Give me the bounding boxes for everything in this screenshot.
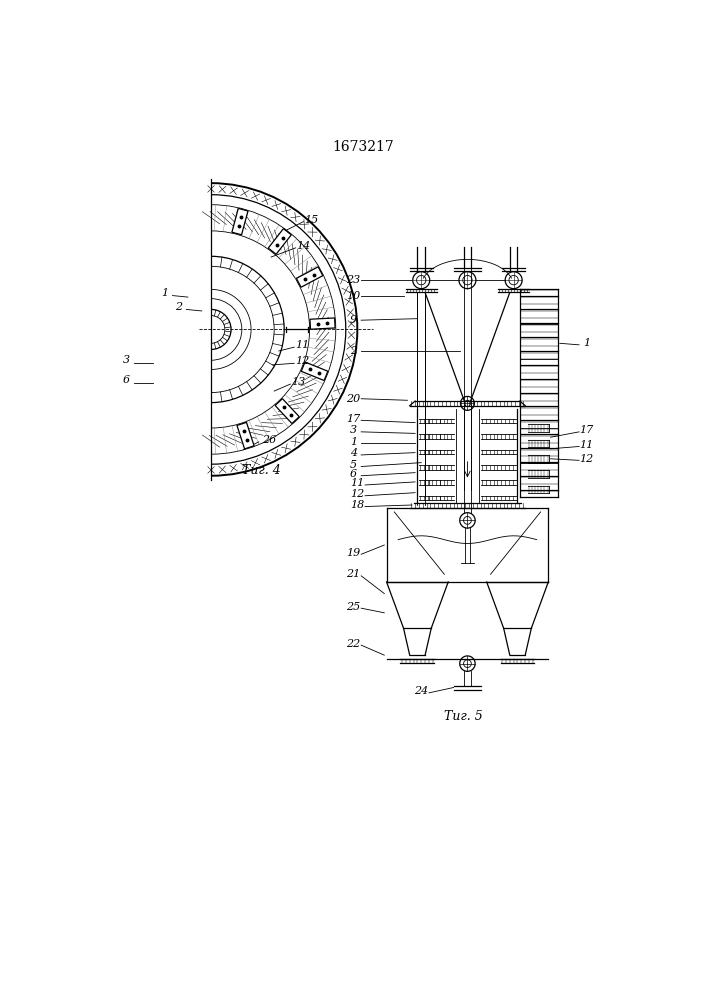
Text: 3: 3 [350,425,357,435]
Text: 20: 20 [346,394,361,404]
Polygon shape [237,422,254,449]
Text: 1: 1 [583,338,590,348]
Text: 12: 12 [580,454,594,464]
Text: 3: 3 [123,355,130,365]
Text: Τиг. 4: Τиг. 4 [242,464,281,477]
Text: 12: 12 [350,489,364,499]
Text: 2: 2 [175,302,182,312]
Text: 11: 11 [350,478,364,488]
Text: 5: 5 [350,460,357,470]
Text: 2: 2 [350,346,357,356]
Text: 11: 11 [580,440,594,450]
Polygon shape [275,399,299,424]
Text: 22: 22 [346,639,361,649]
Polygon shape [268,229,291,254]
Text: Τиг. 5: Τиг. 5 [444,710,483,723]
Text: 17: 17 [580,425,594,435]
Text: 4: 4 [350,448,357,458]
Text: 24: 24 [414,686,428,696]
Text: 1: 1 [161,288,168,298]
Text: 15: 15 [304,215,318,225]
Text: 17: 17 [346,414,361,424]
Polygon shape [301,362,328,381]
Polygon shape [310,318,335,329]
Text: 13: 13 [292,377,306,387]
Text: 26: 26 [262,435,276,445]
Text: 9: 9 [350,315,357,325]
Polygon shape [232,208,248,235]
Text: 12: 12 [296,356,310,366]
Text: 6: 6 [350,469,357,479]
Text: 11: 11 [296,340,310,350]
Text: 21: 21 [346,569,361,579]
Polygon shape [296,267,323,287]
Text: 14: 14 [296,241,310,251]
Text: 1: 1 [350,437,357,447]
Text: 25: 25 [346,602,361,612]
Text: 23: 23 [346,275,361,285]
Text: 19: 19 [346,548,361,558]
Text: 1673217: 1673217 [332,140,394,154]
Text: 18: 18 [350,500,364,510]
Text: 10: 10 [346,291,361,301]
Text: 6: 6 [123,375,130,385]
